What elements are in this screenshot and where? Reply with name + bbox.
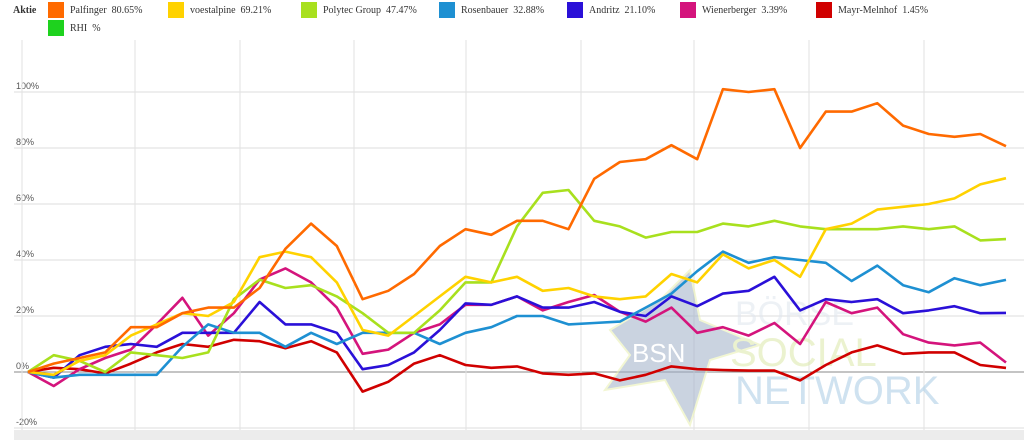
legend-label: Rosenbauer [461, 4, 509, 16]
legend-swatch [48, 2, 64, 18]
legend-label: Wienerberger [702, 4, 757, 16]
legend-swatch [816, 2, 832, 18]
series-line-andritz[interactable] [27, 275, 1007, 379]
legend-label: Mayr-Melnhof [838, 4, 898, 16]
legend-swatch [48, 20, 64, 36]
y-tick-label: 40% [16, 249, 34, 259]
y-tick-label: 80% [16, 137, 34, 147]
legend-item-polytec-group[interactable]: Polytec Group 47.47% [301, 2, 417, 18]
legend-swatch [168, 2, 184, 18]
series-lines [27, 87, 1007, 393]
series-line-polytec-group[interactable] [27, 188, 1007, 374]
legend-value: 47.47% [386, 4, 417, 16]
legend-item-wienerberger[interactable]: Wienerberger 3.39% [680, 2, 787, 18]
legend-item-rosenbauer[interactable]: Rosenbauer 32.88% [439, 2, 544, 18]
series-line-mayr-melnhof[interactable] [27, 338, 1007, 393]
legend-value: 1.45% [902, 4, 929, 16]
series-line-palfinger[interactable] [27, 87, 1007, 374]
y-tick-label: 0% [16, 361, 29, 371]
legend-item-andritz[interactable]: Andritz 21.10% [567, 2, 655, 18]
legend-label: voestalpine [190, 4, 236, 16]
y-tick-label: 20% [16, 305, 34, 315]
legend-value: 3.39% [761, 4, 788, 16]
y-tick-label: -20% [16, 417, 37, 427]
navigator-scrollbar[interactable] [14, 430, 1024, 440]
legend-swatch [301, 2, 317, 18]
series-line-voestalpine[interactable] [27, 176, 1007, 377]
legend-item-palfinger[interactable]: Palfinger 80.65% [48, 2, 143, 18]
legend-title: Aktie [13, 5, 37, 16]
legend-label: Palfinger [70, 4, 107, 16]
bsn-watermark: BSN BÖRSE SOCIAL NETWORK [602, 267, 940, 428]
legend-swatch [567, 2, 583, 18]
legend-label: RHI [70, 22, 88, 34]
legend-value: 80.65% [111, 4, 143, 16]
legend-item-mayr-melnhof[interactable]: Mayr-Melnhof 1.45% [816, 2, 928, 18]
y-tick-label: 60% [16, 193, 34, 203]
watermark-line3: NETWORK [735, 369, 940, 413]
y-tick-label: 100% [16, 81, 39, 91]
legend-label: Polytec Group [323, 4, 382, 16]
legend-value: 21.10% [624, 4, 656, 16]
legend-value: 69.21% [240, 4, 272, 16]
legend-item-voestalpine[interactable]: voestalpine 69.21% [168, 2, 271, 18]
legend-value: 32.88% [513, 4, 545, 16]
legend-item-rhi[interactable]: RHI % [48, 20, 101, 36]
legend: Aktie Palfinger 80.65% voestalpine 69.21%… [0, 0, 1024, 40]
watermark-logo: BSN [632, 338, 685, 368]
series-line-rosenbauer[interactable] [27, 250, 1007, 379]
legend-swatch [680, 2, 696, 18]
legend-label: Andritz [589, 4, 620, 16]
legend-value: % [92, 22, 101, 34]
legend-swatch [439, 2, 455, 18]
grid: -20% 0% 20% 40% 60% 80% 100% [14, 40, 1024, 430]
